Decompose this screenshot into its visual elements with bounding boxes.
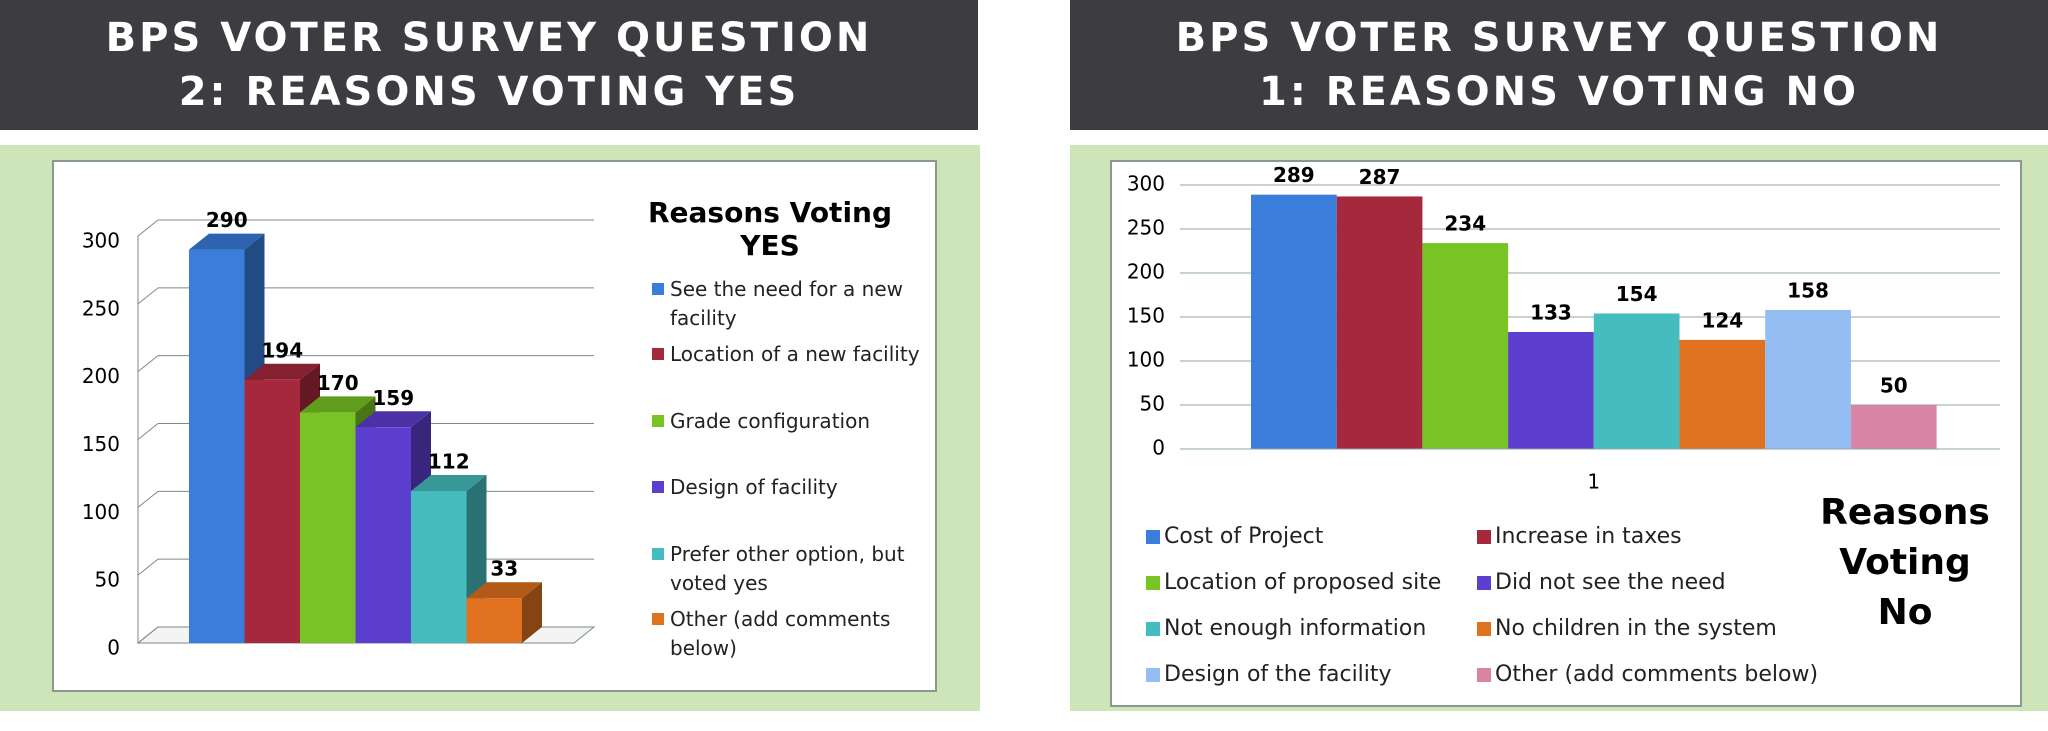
bar <box>1422 243 1509 449</box>
value-label: 289 <box>1273 163 1315 187</box>
value-label: 154 <box>1616 282 1658 306</box>
bar-top <box>189 233 265 250</box>
y-tick-label: 50 <box>95 568 120 592</box>
y-tick-label: 250 <box>82 296 120 320</box>
value-label: 112 <box>428 450 470 474</box>
legend-title: Reasons Voting No <box>1820 492 1990 633</box>
bar <box>355 427 411 643</box>
y-tick-label: 250 <box>1127 216 1165 240</box>
bar-top <box>466 582 542 599</box>
legend-label: Location of proposed site <box>1164 570 1442 595</box>
grid-diag <box>137 219 159 237</box>
y-tick-label: 200 <box>1127 260 1165 284</box>
bar-top <box>244 363 320 380</box>
bar <box>1765 309 1851 449</box>
legend-swatch <box>1477 576 1491 590</box>
bar <box>1679 339 1766 449</box>
value-label: 50 <box>1880 374 1908 398</box>
legend-swatch <box>652 548 664 560</box>
bar <box>1850 405 1937 449</box>
legend-swatch <box>1146 622 1160 636</box>
bar <box>189 249 245 644</box>
bar <box>1336 196 1423 449</box>
legend-swatch <box>1477 668 1491 682</box>
y-tick-label: 300 <box>1127 172 1165 196</box>
bar <box>300 412 356 643</box>
legend-label: Increase in taxes <box>1495 524 1682 549</box>
bar-side <box>522 582 542 643</box>
legend-swatch <box>1477 622 1491 636</box>
legend-swatch <box>1146 576 1160 590</box>
y-tick-label: 0 <box>107 636 120 660</box>
bar-top <box>300 396 376 413</box>
bar <box>466 598 522 643</box>
bar <box>1251 194 1337 449</box>
value-label: 194 <box>261 338 303 362</box>
legend-label: Prefer other option, but voted yes <box>670 542 905 595</box>
legend-swatch <box>652 481 664 493</box>
y-tick-label: 300 <box>82 229 120 253</box>
grid-diag <box>137 626 159 644</box>
bar <box>244 379 300 643</box>
slide-title: BPS VOTER SURVEY QUESTION 2: REASONS VOT… <box>0 0 978 130</box>
slide-title: BPS VOTER SURVEY QUESTION 1: REASONS VOT… <box>1070 0 2048 130</box>
legend-label: Design of facility <box>670 475 838 499</box>
value-label: 133 <box>1530 300 1572 324</box>
legend-swatch <box>652 415 664 427</box>
bar-top <box>411 475 487 492</box>
value-label: 287 <box>1359 165 1401 189</box>
legend-label: Location of a new facility <box>670 342 920 366</box>
y-tick-label: 0 <box>1152 436 1165 460</box>
value-label: 158 <box>1787 278 1829 302</box>
y-tick-label: 50 <box>1140 392 1165 416</box>
legend-label: Not enough information <box>1164 616 1427 641</box>
grid-diag <box>137 558 159 576</box>
value-label: 124 <box>1701 308 1743 332</box>
legend-label: Other (add comments below) <box>670 607 891 660</box>
value-label: 290 <box>206 208 248 232</box>
legend-label: Other (add comments below) <box>1495 662 1819 687</box>
bar <box>411 491 467 643</box>
y-tick-label: 150 <box>82 432 120 456</box>
legend-swatch <box>1146 668 1160 682</box>
grid-diag <box>137 423 159 440</box>
legend-swatch <box>652 613 664 625</box>
legend-title: Reasons Voting YES <box>647 196 893 262</box>
legend-swatch <box>1146 530 1160 544</box>
y-tick-label: 100 <box>1127 348 1165 372</box>
legend-label: No children in the system <box>1495 616 1777 641</box>
bar <box>1508 331 1594 449</box>
value-label: 234 <box>1444 212 1486 236</box>
value-label: 159 <box>372 386 414 410</box>
value-label: 170 <box>317 371 359 395</box>
legend-swatch <box>652 348 664 360</box>
legend-label: Did not see the need <box>1495 570 1726 595</box>
legend-label: See the need for a new facility <box>670 277 903 330</box>
legend-swatch <box>1477 530 1491 544</box>
grid-diag <box>137 355 159 373</box>
legend-swatch <box>652 283 664 295</box>
y-tick-label: 150 <box>1127 304 1165 328</box>
y-tick-label: 200 <box>82 364 120 388</box>
legend-label: Design of the facility <box>1164 662 1392 687</box>
legend-label: Cost of Project <box>1164 524 1324 549</box>
grid-diag <box>137 287 159 305</box>
legend-label: Grade configuration <box>670 409 870 433</box>
bar <box>1593 313 1680 449</box>
x-tick-label: 1 <box>1587 470 1600 494</box>
bar-top <box>355 411 431 428</box>
y-tick-label: 100 <box>82 500 120 524</box>
value-label: 33 <box>490 557 518 581</box>
grid-diag <box>137 490 159 508</box>
